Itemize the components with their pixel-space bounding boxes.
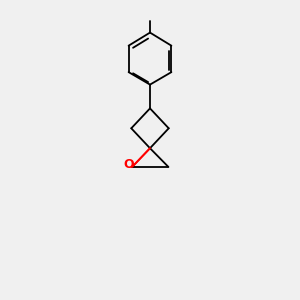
Text: O: O xyxy=(123,158,134,171)
